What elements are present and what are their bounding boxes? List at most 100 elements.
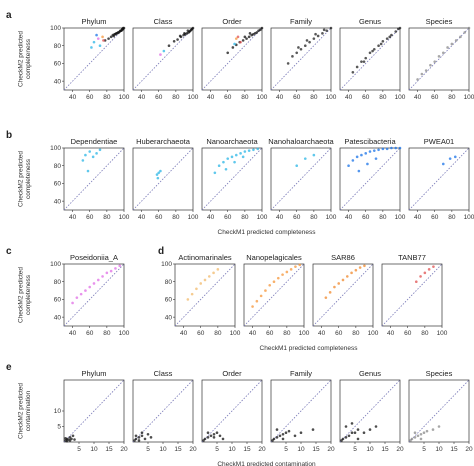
data-point (96, 278, 100, 282)
x-tick-label: 15 (105, 446, 113, 453)
x-tick-label: 100 (119, 94, 130, 101)
data-point (216, 268, 220, 271)
x-tick-label: 40 (249, 330, 257, 337)
y-tick-label: 60 (54, 61, 62, 68)
data-point (243, 35, 247, 39)
subplot-title: Nanopelagicales (246, 253, 302, 262)
data-point (362, 431, 366, 435)
data-point (159, 53, 162, 56)
data-point (368, 51, 372, 55)
x-tick-label: 15 (381, 446, 389, 453)
data-point (230, 155, 234, 159)
data-point (143, 437, 147, 441)
panel-label-a: a (6, 10, 12, 21)
identity-line (408, 147, 470, 211)
subplot-e-5 (339, 379, 401, 444)
panel-label-d: d (158, 246, 164, 257)
data-point (424, 69, 428, 72)
x-tick-label: 60 (86, 94, 94, 101)
data-point (291, 55, 294, 58)
data-point (146, 432, 150, 436)
data-point (286, 62, 290, 65)
x-tick-label: 80 (448, 214, 456, 221)
data-point (275, 436, 279, 439)
data-point (454, 39, 458, 42)
x-tick-label: 60 (224, 214, 232, 221)
x-tick-label: 100 (326, 94, 337, 101)
y-tick-label: 80 (54, 43, 62, 50)
x-tick-label: 80 (172, 94, 180, 101)
y-tick-label: 60 (54, 181, 62, 188)
subplot-title: PWEA01 (424, 137, 454, 146)
y-tick-label: 100 (50, 261, 61, 268)
x-tick-label: 60 (155, 214, 163, 221)
data-point (374, 157, 378, 160)
y-tick-label: 40 (54, 198, 62, 205)
x-tick-label: 40 (276, 94, 284, 101)
subplot-d-2 (243, 263, 305, 328)
x-tick-label: 20 (327, 446, 335, 453)
subplot-e-4 (270, 379, 332, 444)
data-point (109, 35, 113, 39)
y-tick-label: 80 (54, 163, 62, 170)
data-point (295, 164, 299, 168)
data-point (176, 38, 179, 41)
subplot-c-1 (62, 263, 125, 328)
data-point (308, 40, 311, 44)
x-tick-label: 60 (362, 94, 370, 101)
y-axis-label-line: contamination (25, 390, 32, 431)
y-tick-label: 5 (57, 424, 61, 431)
x-tick-label: 80 (310, 214, 318, 221)
panel-label-e: e (6, 362, 12, 373)
data-point (321, 32, 324, 35)
x-tick-label: 20 (396, 446, 404, 453)
subplot-e-6 (408, 379, 470, 444)
subplot-title: Species (426, 17, 453, 26)
x-tick-label: 40 (180, 330, 188, 337)
data-point (71, 301, 74, 305)
y-tick-label: 60 (165, 297, 173, 304)
data-point (64, 436, 67, 440)
data-point (149, 436, 153, 439)
x-tick-label: 100 (437, 330, 448, 337)
data-point (362, 60, 366, 63)
data-point (427, 268, 431, 271)
x-tick-label: 100 (257, 214, 268, 221)
x-axis-label-e: CheckM1 predicted contamination (217, 461, 316, 466)
data-point (101, 35, 104, 39)
subplot-title: Order (222, 17, 242, 26)
subplot-title: Family (290, 17, 312, 26)
data-point (363, 264, 366, 268)
identity-line (270, 379, 332, 443)
identity-line (408, 27, 470, 91)
x-tick-label: 60 (293, 94, 301, 101)
x-tick-label: 80 (214, 330, 222, 337)
y-tick-label: 100 (50, 25, 61, 32)
data-point (101, 275, 104, 278)
x-tick-label: 100 (119, 330, 130, 337)
x-tick-label: 40 (318, 330, 326, 337)
data-point (212, 271, 215, 275)
x-tick-label: 100 (299, 330, 310, 337)
subplot-a-4 (270, 26, 333, 92)
data-point (281, 273, 284, 276)
data-point (248, 32, 252, 35)
data-point (276, 276, 280, 280)
data-point (260, 26, 264, 30)
data-point (137, 436, 141, 439)
subplot-b-4 (270, 147, 332, 212)
x-tick-label: 40 (69, 94, 77, 101)
data-point (75, 296, 79, 299)
data-point (186, 298, 190, 301)
data-point (255, 31, 259, 34)
data-point (364, 56, 368, 60)
identity-line (132, 379, 194, 443)
data-point (311, 428, 315, 431)
subplot-d-3 (312, 263, 374, 328)
x-tick-label: 5 (422, 446, 426, 453)
data-point (272, 437, 276, 441)
data-point (396, 27, 400, 31)
x-tick-label: 40 (207, 94, 215, 101)
data-point (162, 49, 166, 53)
subplot-d-1 (173, 263, 236, 328)
